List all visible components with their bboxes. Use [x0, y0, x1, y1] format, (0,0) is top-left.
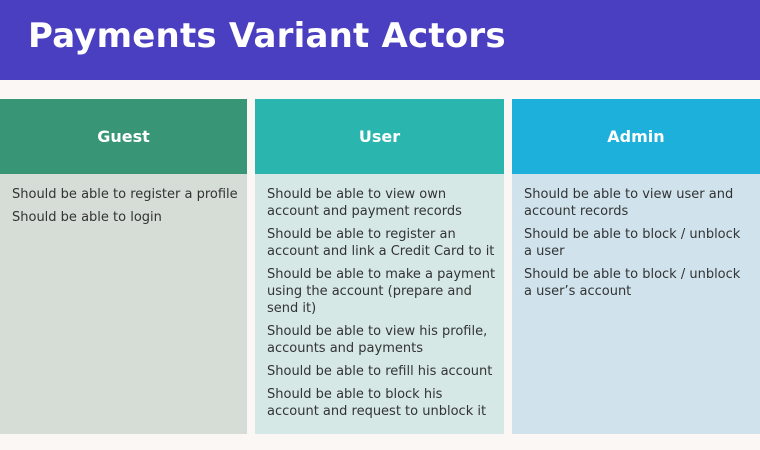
column-user: User Should be able to view own account … — [255, 99, 504, 434]
list-item: Should be able to view user and account … — [524, 187, 734, 219]
column-header-user: User — [255, 99, 504, 174]
list-item: Should be able to view his profile, acco… — [267, 324, 488, 356]
column-body-admin: Should be able to view user and account … — [512, 174, 760, 434]
column-guest: Guest Should be able to register a profi… — [0, 99, 247, 434]
column-admin: Admin Should be able to view user and ac… — [512, 99, 760, 434]
list-item: Should be able to make a payment using t… — [267, 267, 496, 316]
column-body-user: Should be able to view own account and p… — [255, 174, 504, 434]
list-item: Should be able to block his account and … — [267, 387, 487, 419]
title-bar: Payments Variant Actors — [0, 0, 760, 80]
column-header-guest: Guest — [0, 99, 247, 174]
list-item: Should be able to register an account an… — [267, 227, 495, 259]
list-item: Should be able to block / unblock a user — [524, 227, 741, 259]
list-item: Should be able to login — [12, 210, 162, 225]
list-item: Should be able to register a profile — [12, 187, 238, 202]
list-item: Should be able to block / unblock a user… — [524, 267, 741, 299]
list-item: Should be able to view own account and p… — [267, 187, 462, 219]
page-title: Payments Variant Actors — [28, 16, 506, 56]
column-header-admin: Admin — [512, 99, 760, 174]
list-item: Should be able to refill his account — [267, 364, 493, 379]
column-body-guest: Should be able to register a profile Sho… — [0, 174, 247, 434]
